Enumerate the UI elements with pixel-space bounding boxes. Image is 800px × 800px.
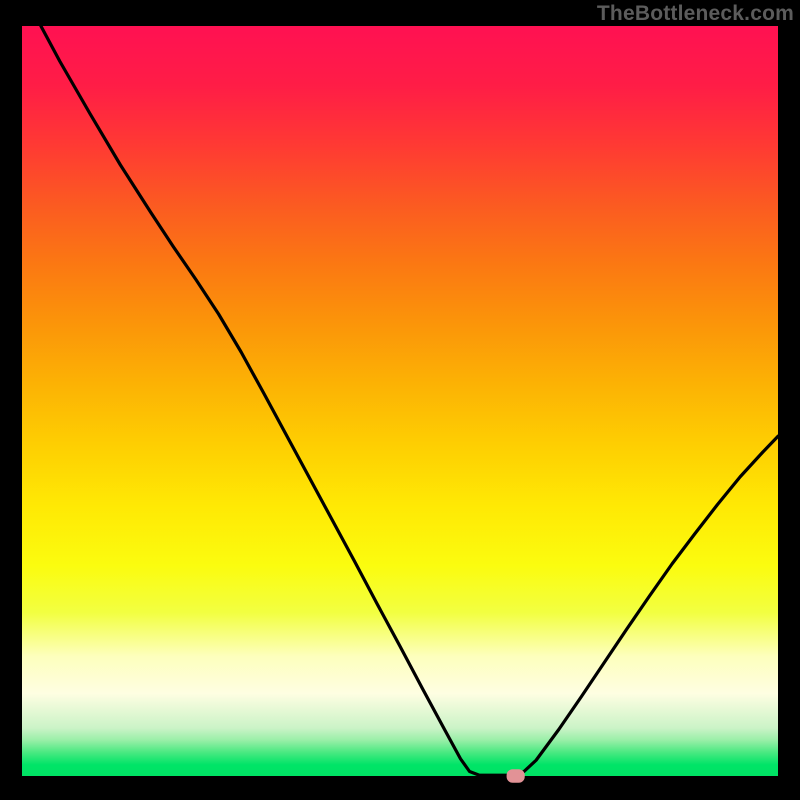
watermark-text: TheBottleneck.com [597, 2, 794, 26]
bottleneck-chart [0, 0, 800, 800]
optimal-point-marker [507, 769, 525, 783]
plot-gradient-area [22, 26, 778, 776]
